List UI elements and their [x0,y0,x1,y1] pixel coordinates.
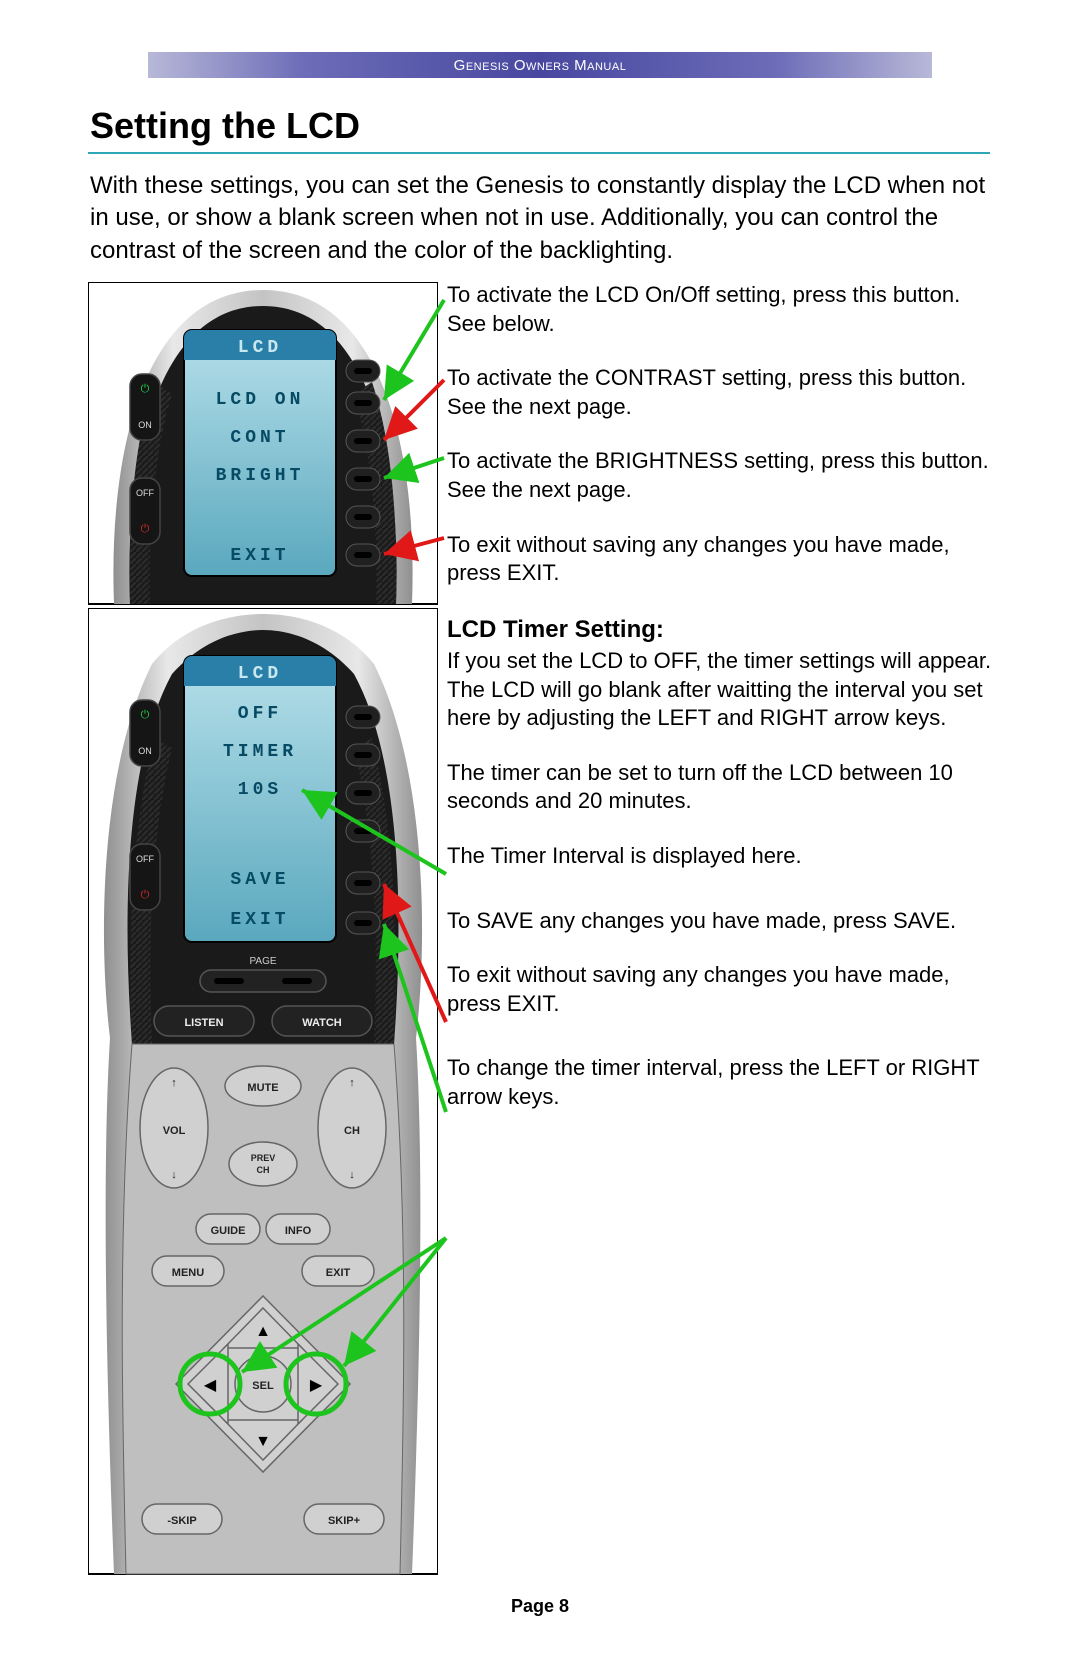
lcd2-line-2: 10S [238,780,282,800]
callout-exit-2: To exit without saving any changes you h… [447,961,993,1018]
header-title: Genesis Owners Manual [454,57,627,74]
page-title: Setting the LCD [90,105,360,147]
power-on-button[interactable]: ⏻ ON [130,374,160,440]
side2-button-6[interactable] [346,912,380,934]
svg-text:VOL: VOL [163,1125,186,1137]
callout-timer-range: The timer can be set to turn off the LCD… [447,759,993,816]
callout-timer-display: The Timer Interval is displayed here. [447,842,993,871]
svg-text:MENU: MENU [172,1267,204,1279]
lcd2-line-1: TIMER [223,742,297,762]
lcd2-line-5: EXIT [230,910,289,930]
ch-rocker[interactable]: ↑ CH ↓ [318,1068,386,1188]
callout-arrows: To change the timer interval, press the … [447,1054,993,1111]
on-label-2: ON [138,746,152,756]
power-off-button[interactable]: OFF ⏻ [130,478,160,544]
side2-button-5[interactable] [346,872,380,894]
watch-button[interactable]: WATCH [272,1006,372,1036]
skip-plus-button[interactable]: SKIP+ [304,1504,384,1534]
side-button-4[interactable] [346,468,380,490]
callout-exit-1: To exit without saving any changes you h… [447,531,993,588]
svg-text:↓: ↓ [349,1169,355,1181]
svg-text:⏻: ⏻ [141,709,150,721]
info-button[interactable]: INFO [266,1214,330,1244]
svg-text:▼: ▼ [255,1433,271,1450]
svg-text:⏻: ⏻ [141,523,150,535]
svg-text:↑: ↑ [349,1077,355,1089]
listen-button[interactable]: LISTEN [154,1006,254,1036]
exit-button[interactable]: EXIT [302,1256,374,1286]
lcd2-line-4: SAVE [230,870,289,890]
off-label-2: OFF [136,854,154,864]
sel-button[interactable]: SEL [235,1356,291,1412]
skip-minus-button[interactable]: -SKIP [142,1504,222,1534]
mute-button[interactable]: MUTE [225,1066,301,1106]
side-button-5[interactable] [346,506,380,528]
remote-full-figure: ⏻ ON OFF ⏻ LCD OFF TIMER 10S SAVE EXIT P… [88,608,438,1578]
side-button-6[interactable] [346,544,380,566]
svg-text:SKIP+: SKIP+ [328,1515,360,1527]
svg-text:MUTE: MUTE [247,1082,278,1094]
svg-text:LISTEN: LISTEN [184,1017,223,1029]
lcd2-line-0: OFF [238,704,282,724]
callout-contrast: To activate the CONTRAST setting, press … [447,364,993,421]
svg-text:▶: ▶ [310,1377,323,1394]
header-bar: Genesis Owners Manual [148,52,932,78]
intro-paragraph: With these settings, you can set the Gen… [90,170,990,267]
right-column: To activate the LCD On/Off setting, pres… [447,281,993,1137]
page-label: PAGE [249,956,276,967]
svg-text:INFO: INFO [285,1225,312,1237]
side-button-2[interactable] [346,392,380,414]
svg-text:⏻: ⏻ [141,889,150,901]
svg-text:EXIT: EXIT [326,1267,351,1279]
remote-top-figure: ⏻ ON OFF ⏻ LCD LCD ON CONT BRIGHT EXIT [88,282,438,607]
on-label: ON [138,420,152,430]
side2-button-3[interactable] [346,782,380,804]
callout-lcd-on: To activate the LCD On/Off setting, pres… [447,281,993,338]
subheading-timer: LCD Timer Setting: [447,614,993,645]
svg-text:↑: ↑ [171,1077,177,1089]
power-off-button-2[interactable]: OFF ⏻ [130,844,160,910]
side2-button-4[interactable] [346,820,380,842]
side-button-3[interactable] [346,430,380,452]
callout-save: To SAVE any changes you have made, press… [447,907,993,936]
lcd-title: LCD [238,338,282,358]
lcd-line-1: CONT [230,428,289,448]
guide-button[interactable]: GUIDE [196,1214,260,1244]
svg-text:PREV: PREV [251,1153,276,1163]
off-label: OFF [136,488,154,498]
side2-button-2[interactable] [346,744,380,766]
power-on-button-2[interactable]: ⏻ ON [130,700,160,766]
svg-text:⏻: ⏻ [141,383,150,395]
side-button-1[interactable] [346,360,380,382]
side2-button-1[interactable] [346,706,380,728]
prevch-button[interactable]: PREV CH [229,1142,297,1186]
title-divider [88,152,990,154]
page-footer: Page 8 [0,1596,1080,1617]
svg-text:↓: ↓ [171,1169,177,1181]
vol-rocker[interactable]: ↑ VOL ↓ [140,1068,208,1188]
svg-text:-SKIP: -SKIP [167,1515,196,1527]
svg-text:CH: CH [344,1125,360,1137]
callout-brightness: To activate the BRIGHTNESS setting, pres… [447,447,993,504]
svg-text:▲: ▲ [255,1323,271,1340]
svg-text:◀: ◀ [204,1377,217,1394]
lcd-line-4: EXIT [230,546,289,566]
svg-text:GUIDE: GUIDE [211,1225,246,1237]
callout-timer-body: If you set the LCD to OFF, the timer set… [447,647,993,733]
menu-button[interactable]: MENU [152,1256,224,1286]
svg-text:WATCH: WATCH [302,1017,342,1029]
svg-text:CH: CH [257,1165,270,1175]
lcd-line-2: BRIGHT [216,466,305,486]
lcd-line-0: LCD ON [216,390,305,410]
lcd2-title: LCD [238,664,282,684]
svg-text:SEL: SEL [252,1380,274,1392]
